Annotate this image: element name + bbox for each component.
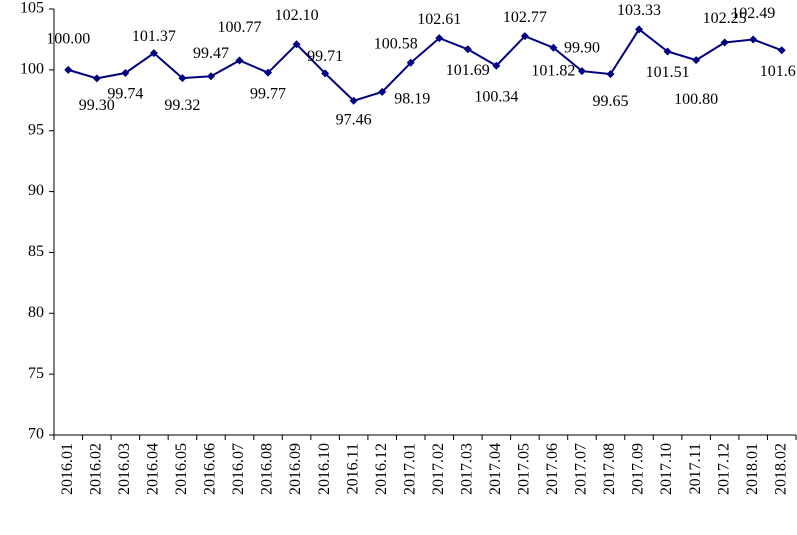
point <box>463 45 472 54</box>
point <box>663 47 672 56</box>
x-tick-label: 2016.03 <box>116 443 133 495</box>
point <box>206 72 215 81</box>
x-tick-label: 2017.03 <box>458 443 475 495</box>
value-label: 99.90 <box>564 40 600 57</box>
point <box>406 58 415 67</box>
x-tick-label: 2016.04 <box>145 443 162 495</box>
x-tick-label: 2017.04 <box>487 443 504 495</box>
value-label: 101.37 <box>132 28 176 45</box>
x-tick-label: 2017.11 <box>687 443 704 494</box>
point <box>149 49 158 58</box>
value-label: 99.32 <box>164 97 200 114</box>
point <box>92 74 101 83</box>
value-label: 99.65 <box>593 93 629 110</box>
point <box>378 87 387 96</box>
value-label: 102.61 <box>417 11 461 28</box>
x-tick-label: 2016.01 <box>59 443 76 495</box>
point <box>178 74 187 83</box>
point <box>749 35 758 44</box>
point <box>349 96 358 105</box>
point <box>577 67 586 76</box>
point <box>549 43 558 52</box>
value-label: 100.34 <box>474 88 518 105</box>
value-label: 102.25 <box>703 10 747 27</box>
x-tick-label: 2016.10 <box>316 443 333 495</box>
value-label: 97.46 <box>336 111 372 128</box>
y-tick-label: 85 <box>28 243 44 260</box>
x-tick-label: 2018.01 <box>744 443 761 495</box>
x-tick-label: 2016.08 <box>259 443 276 495</box>
x-tick-label: 2016.02 <box>87 443 104 495</box>
value-label: 100.77 <box>218 19 262 36</box>
x-tick-label: 2016.11 <box>344 443 361 494</box>
line <box>67 27 783 102</box>
value-label: 99.47 <box>193 45 229 62</box>
point <box>692 56 701 65</box>
value-label: 100.80 <box>674 91 718 108</box>
x-tick-label: 2017.01 <box>401 443 418 495</box>
x-tick-label: 2016.12 <box>373 443 390 495</box>
point <box>777 46 786 55</box>
value-label: 99.77 <box>250 85 286 102</box>
value-label: 101.61 <box>760 63 797 80</box>
value-label: 99.71 <box>307 48 343 65</box>
point <box>121 69 130 78</box>
y-tick-label: 90 <box>28 182 44 199</box>
x-tick-label: 2016.06 <box>202 443 219 495</box>
point <box>720 38 729 47</box>
x-tick-label: 2017.12 <box>715 443 732 495</box>
value-label: 101.69 <box>446 62 490 79</box>
value-label: 103.33 <box>617 2 661 19</box>
point <box>435 34 444 43</box>
value-label: 101.51 <box>646 64 690 81</box>
point <box>606 70 615 79</box>
y-tick-label: 100 <box>20 61 44 78</box>
point <box>264 68 273 77</box>
value-label: 100.00 <box>46 31 90 48</box>
x-tick-label: 2017.07 <box>573 443 590 495</box>
x-tick-label: 2017.02 <box>430 443 447 495</box>
x-tick-label: 2017.05 <box>516 443 533 495</box>
y-tick-label: 80 <box>28 304 44 321</box>
x-tick-label: 2017.10 <box>658 443 675 495</box>
point <box>64 65 73 74</box>
x-tick-label: 2016.07 <box>230 443 247 495</box>
x-tick-label: 2017.08 <box>601 443 618 495</box>
value-label: 102.77 <box>503 9 547 26</box>
value-label: 102.10 <box>275 7 319 24</box>
point <box>321 69 330 78</box>
y-tick-label: 70 <box>28 426 44 443</box>
value-label: 102.49 <box>731 5 775 22</box>
x-tick-label: 2018.02 <box>772 443 789 495</box>
value-label: 98.19 <box>394 91 430 108</box>
x-tick-label: 2016.05 <box>173 443 190 495</box>
point <box>635 25 644 34</box>
value-label: 101.82 <box>531 62 575 79</box>
value-label: 99.74 <box>107 86 143 103</box>
point <box>292 40 301 49</box>
x-tick-label: 2017.06 <box>544 443 561 495</box>
y-tick-label: 75 <box>28 365 44 382</box>
x-tick-label: 2016.09 <box>287 443 304 495</box>
point <box>520 32 529 41</box>
y-tick-label: 105 <box>20 0 44 17</box>
x-tick-label: 2017.09 <box>630 443 647 495</box>
point <box>492 61 501 70</box>
value-label: 99.30 <box>79 97 115 114</box>
value-label: 100.58 <box>374 35 418 52</box>
point <box>235 56 244 65</box>
y-tick-label: 95 <box>28 121 44 138</box>
